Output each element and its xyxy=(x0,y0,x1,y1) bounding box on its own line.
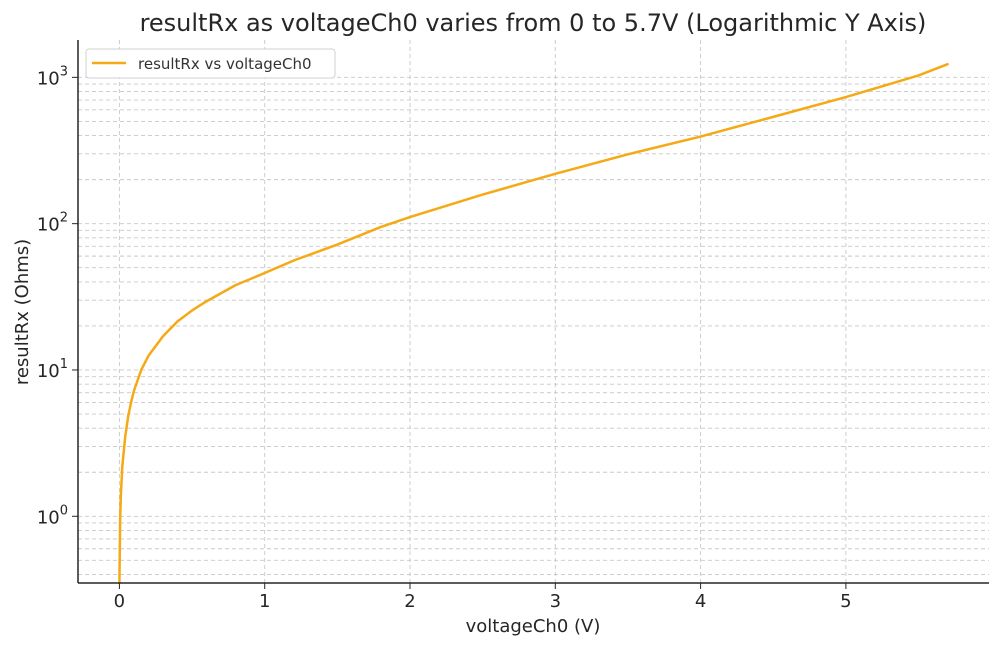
series-line xyxy=(118,62,949,585)
y-tick-label: 100 xyxy=(37,503,68,528)
y-ticks: 100 101 102 103 xyxy=(37,64,78,528)
x-axis-label: voltageCh0 (V) xyxy=(466,616,601,637)
x-tick-label: 4 xyxy=(695,591,706,612)
grid xyxy=(78,40,989,583)
x-tick-label: 1 xyxy=(259,591,270,612)
y-tick-label: 101 xyxy=(37,357,68,382)
x-tick-label: 2 xyxy=(404,591,415,612)
axes xyxy=(77,40,989,584)
legend-label: resultRx vs voltageCh0 xyxy=(138,55,312,73)
x-tick-label: 3 xyxy=(550,591,561,612)
y-tick-label: 102 xyxy=(37,211,68,236)
x-ticks: 0 1 2 3 4 5 xyxy=(114,583,852,612)
x-tick-label: 0 xyxy=(114,591,125,612)
legend-box xyxy=(85,48,336,79)
x-tick-label: 5 xyxy=(840,591,851,612)
series-layer xyxy=(118,62,949,585)
y-axis-label: resultRx (Ohms) xyxy=(12,239,33,385)
legend: resultRx vs voltageCh0 xyxy=(85,48,336,79)
chart-title: resultRx as voltageCh0 varies from 0 to … xyxy=(140,9,927,37)
y-tick-label: 103 xyxy=(37,64,68,89)
